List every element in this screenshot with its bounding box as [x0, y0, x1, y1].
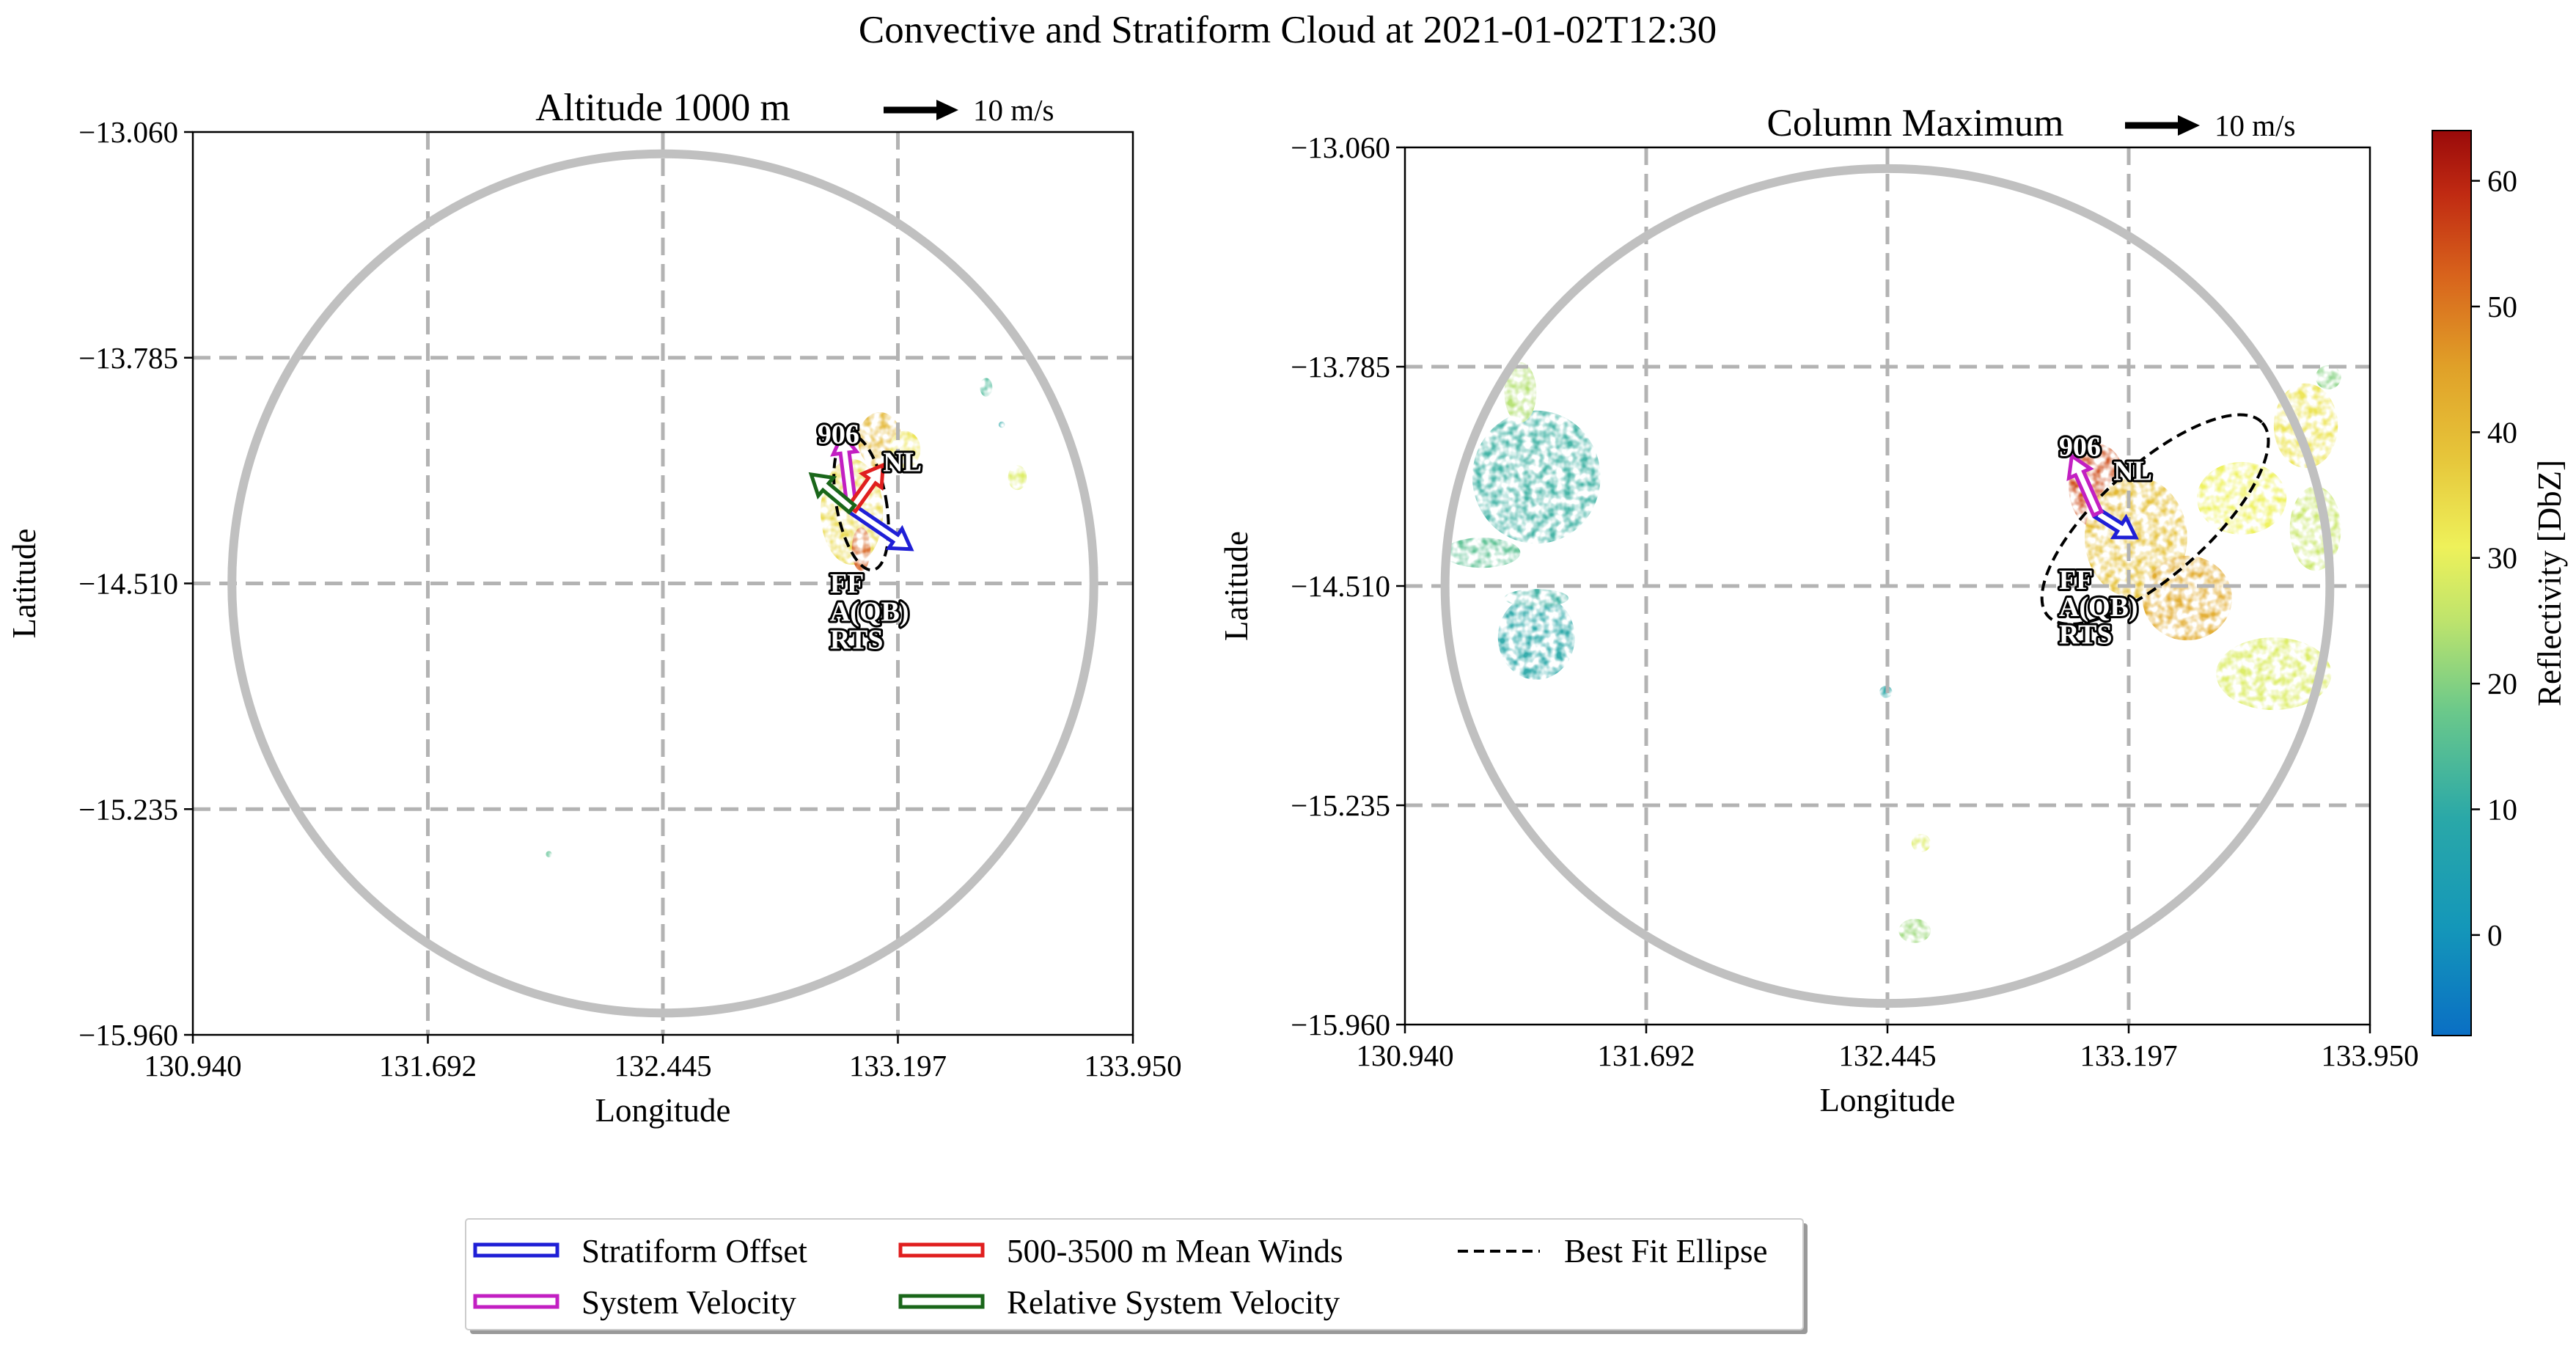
x-tick-label: 131.692 [1597, 1039, 1695, 1072]
echo-cell [1443, 538, 1521, 568]
colorbar-tick-label: 20 [2487, 667, 2517, 700]
panel-altitude-1000m: 906 NL FFA(QB)RTS 130.940 131.692 132.445 133.… [6, 87, 1182, 1129]
vector-arrow [808, 472, 858, 515]
panel-title: Column Maximum [1767, 102, 2064, 144]
legend-entry-label: System Velocity [581, 1284, 796, 1321]
x-tick-label: 132.445 [614, 1049, 711, 1083]
x-tick-label: 130.940 [144, 1049, 241, 1083]
legend-frame [465, 1218, 1804, 1330]
best-fit-ellipse [832, 433, 890, 572]
legend-entry-label: Stratiform Offset [581, 1233, 807, 1270]
annotation-label: 906 [818, 419, 859, 450]
y-tick-label: −13.060 [78, 115, 178, 149]
echo-cell [2216, 637, 2332, 711]
colorbar-tick-label: 30 [2487, 541, 2517, 575]
range-ring [227, 149, 1098, 1018]
echo-cell [2315, 365, 2341, 389]
x-axis-label: Longitude [1820, 1082, 1956, 1118]
vector-arrow [846, 502, 914, 552]
y-tick-label: −13.785 [78, 341, 178, 375]
legend-swatch [473, 1294, 559, 1309]
vector-arrow [2066, 453, 2105, 518]
x-axis-label: Longitude [595, 1092, 731, 1129]
legend-entry-label: 500-3500 m Mean Winds [1007, 1233, 1343, 1270]
legend-entry-label: Relative System Velocity [1007, 1284, 1340, 1321]
colorbar: 0 10 20 30 40 50 60 Reflectivity [DbZ] [2432, 130, 2568, 1036]
echo-cell [546, 851, 552, 858]
quiver-key-arrowhead [936, 100, 958, 120]
annotation-label: 906 [2059, 432, 2101, 463]
colorbar-tick-label: 60 [2487, 164, 2517, 198]
colorbar-tick-label: 0 [2487, 918, 2503, 952]
plot-content: 906 NL FFA(QB)RTS [193, 132, 1133, 1035]
y-tick-label: −15.235 [1291, 788, 1390, 822]
quiver-key-label: 10 m/s [973, 93, 1054, 127]
x-tick-label: 132.445 [1838, 1039, 1936, 1072]
echo-cell [2196, 461, 2287, 535]
colorbar-label: Reflectivity [DbZ] [2531, 460, 2568, 706]
annotation-label: A(QB) [830, 596, 909, 627]
colorbar-tick-label: 10 [2487, 793, 2517, 827]
best-fit-ellipse [2040, 413, 2270, 626]
echo-cell [998, 421, 1005, 428]
echo-cell [851, 527, 871, 571]
echo-cell [1008, 465, 1027, 491]
echo-cell [1472, 410, 1601, 544]
annotation-label: FF [2059, 565, 2093, 596]
plot-content: 906 NL FFA(QB)RTS [1405, 147, 2370, 1025]
x-tick-label: 133.950 [2321, 1039, 2418, 1072]
y-tick-label: −15.960 [78, 1018, 178, 1052]
legend-swatch [898, 1294, 985, 1309]
x-tick-label: 133.197 [2080, 1039, 2177, 1072]
echo-cell [2289, 486, 2341, 571]
legend: Stratiform Offset System Velocity 500-3500… [465, 1218, 1808, 1334]
echo-cell [2142, 555, 2233, 641]
quiver-key-arrowhead [2178, 115, 2200, 136]
quiver-key-label: 10 m/s [2214, 109, 2296, 142]
x-tick-label: 131.692 [379, 1049, 477, 1083]
annotation-label: NL [2113, 456, 2152, 487]
y-tick-label: −13.060 [1291, 131, 1390, 164]
y-tick-label: −13.785 [1291, 350, 1390, 384]
range-ring [1440, 164, 2335, 1008]
annotation-label: RTS [830, 625, 884, 656]
y-axis-label: Latitude [1218, 531, 1255, 641]
y-axis-label: Latitude [6, 529, 43, 639]
x-tick-label: 133.197 [849, 1049, 947, 1083]
annotation-label: NL [883, 447, 922, 478]
colorbar-gradient [2432, 130, 2472, 1036]
x-tick-label: 133.950 [1084, 1049, 1181, 1083]
figure-suptitle: Convective and Stratiform Cloud at 2021-… [859, 9, 1717, 51]
echo-cell [1911, 834, 1931, 852]
annotation-label: A(QB) [2059, 592, 2138, 623]
echo-cell [980, 378, 993, 397]
panel-title: Altitude 1000 m [535, 87, 790, 129]
colorbar-tick-label: 40 [2487, 415, 2517, 449]
colorbar-tick-label: 50 [2487, 290, 2517, 323]
legend-swatch [473, 1242, 559, 1258]
annotation-label: RTS [2059, 619, 2113, 650]
annotation-label: FF [830, 568, 864, 599]
echo-cell [1504, 589, 1568, 607]
y-tick-label: −15.960 [1291, 1008, 1390, 1041]
echo-cell [1497, 595, 1575, 680]
echo-cell [1504, 362, 1537, 423]
y-tick-label: −14.510 [78, 567, 178, 601]
y-tick-label: −14.510 [1291, 569, 1390, 603]
legend-swatch [898, 1242, 985, 1258]
x-tick-label: 130.940 [1356, 1039, 1453, 1072]
panel-column-maximum: 906 NL FFA(QB)RTS 130.940 131.692 132.445 133.… [1218, 102, 2419, 1118]
legend-entry-label: Best Fit Ellipse [1564, 1233, 1768, 1270]
y-tick-label: −15.235 [78, 792, 178, 826]
echo-cell [1898, 918, 1931, 943]
